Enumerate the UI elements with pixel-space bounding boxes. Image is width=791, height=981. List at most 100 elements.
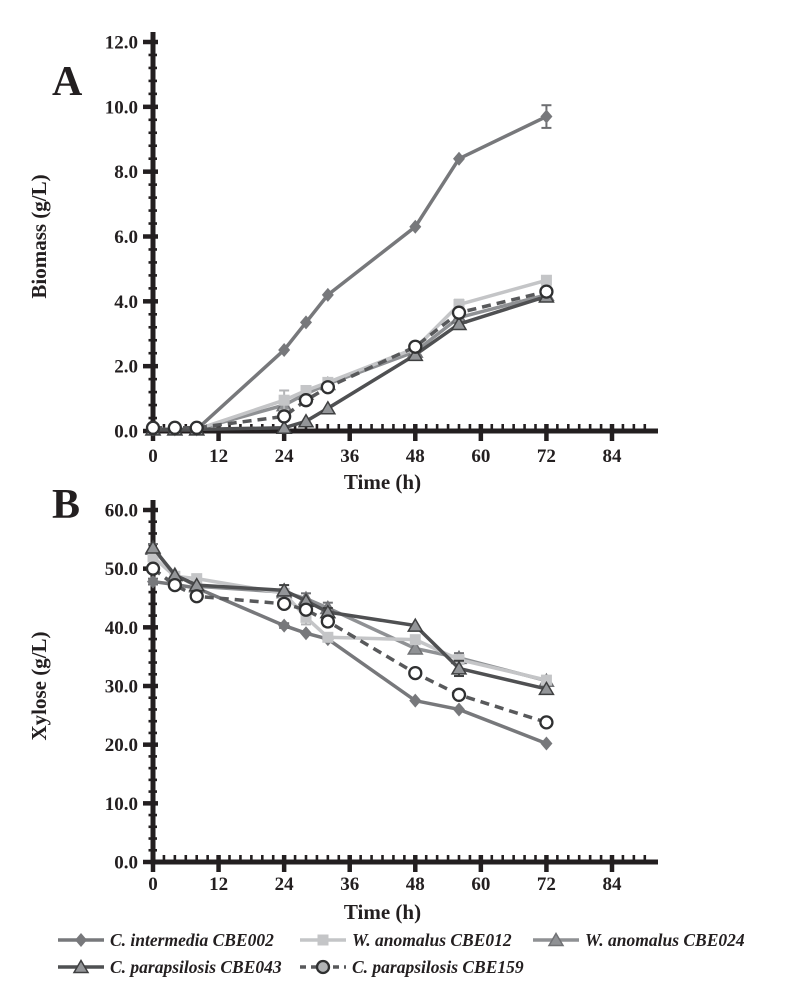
x-tick-label: 72 — [537, 874, 556, 895]
data-point-circle-marker — [189, 589, 204, 604]
legend-item: C. intermedia CBE002 — [58, 930, 274, 950]
x-tick-label: 72 — [537, 446, 556, 467]
panel-b-label: B — [52, 482, 80, 528]
data-point-triangle-marker — [450, 316, 468, 331]
x-tick-label: 36 — [340, 874, 359, 895]
data-point-triangle-marker — [275, 582, 293, 597]
y-tick-label: 2.0 — [114, 357, 138, 378]
x-tick-label: 60 — [471, 446, 490, 467]
data-point-diamond-marker — [453, 151, 465, 166]
y-tick-label: 8.0 — [114, 162, 138, 183]
series-A-2 — [144, 286, 555, 436]
data-point-triangle-marker — [144, 539, 162, 554]
data-point-square-marker — [540, 674, 552, 686]
data-point-diamond-marker — [540, 736, 553, 751]
data-point-circle-marker — [320, 614, 336, 629]
data-point-triangle-marker — [297, 413, 315, 428]
legend-label: W. anomalus CBE024 — [585, 930, 745, 950]
data-point-triangle-marker — [406, 346, 424, 362]
panel-b-x-axis-title: Time (h) — [344, 900, 421, 924]
legend-square-marker — [317, 934, 329, 946]
x-tick-label: 60 — [471, 874, 490, 895]
data-point-triangle-marker — [275, 419, 293, 435]
x-tick-label: 24 — [275, 446, 295, 467]
x-tick-label: 12 — [209, 446, 228, 467]
data-point-triangle-marker — [406, 617, 424, 632]
legend-diamond-marker — [75, 933, 87, 947]
data-point-circle-marker — [298, 393, 314, 408]
series-line — [153, 289, 547, 430]
series-line — [153, 278, 547, 432]
legend-label: C. intermedia CBE002 — [110, 930, 274, 950]
x-tick-label: 12 — [209, 874, 228, 895]
data-point-square-marker — [147, 551, 159, 563]
y-tick-label: 50.0 — [105, 559, 138, 580]
series-A-4 — [145, 284, 554, 435]
data-point-circle-marker — [167, 420, 183, 435]
data-point-circle-marker — [320, 380, 336, 395]
series-A-1 — [147, 274, 552, 435]
panel-b-y-axis-title: Xylose (g/L) — [27, 631, 51, 740]
data-point-diamond-marker — [147, 574, 159, 589]
data-point-circle-marker — [276, 596, 292, 612]
data-point-square-marker — [278, 394, 290, 406]
data-point-diamond-marker — [453, 702, 465, 717]
legend-label: W. anomalus CBE012 — [352, 930, 512, 950]
data-point-square-marker — [300, 384, 312, 396]
data-point-circle-marker — [408, 665, 423, 681]
x-tick-label: 84 — [603, 446, 623, 467]
data-point-circle-marker — [276, 409, 292, 424]
data-point-square-marker — [453, 299, 465, 311]
y-tick-label: 6.0 — [114, 227, 138, 248]
data-point-circle-marker — [145, 561, 161, 576]
legend-circle-marker — [315, 959, 331, 975]
panel-A-axes: 0.0 2.0 4.0 6.0 8.0 10.0 12.0 0 12 24 36 48 60 72 84 — [105, 32, 658, 467]
legend-label: C. parapsilosis CBE043 — [110, 957, 282, 977]
data-point-circle-marker — [451, 687, 467, 702]
y-tick-label: 20.0 — [105, 735, 138, 756]
data-point-circle-marker — [298, 602, 314, 617]
data-point-diamond-marker — [278, 618, 291, 633]
data-point-circle-marker — [451, 305, 467, 320]
series-B-4 — [145, 561, 554, 730]
panel-a-label: A — [52, 59, 83, 105]
panel-a-y-axis-title: Biomass (g/L) — [27, 174, 51, 298]
y-tick-label: 60.0 — [105, 501, 138, 522]
legend-triangle-marker — [547, 932, 565, 947]
data-point-triangle-marker — [319, 400, 337, 415]
data-point-triangle-marker — [450, 660, 468, 675]
y-tick-label: 12.0 — [105, 33, 138, 54]
panel-B-axes: 0.0 10.0 20.0 30.0 40.0 50.0 60.0 0 12 24 36 48 60 72… — [105, 500, 658, 895]
y-tick-label: 0.0 — [114, 853, 138, 874]
data-point-circle-marker — [189, 420, 204, 435]
legend-item: W. anomalus CBE024 — [533, 930, 745, 950]
data-point-diamond-marker — [409, 693, 422, 708]
data-point-square-marker — [322, 631, 334, 643]
data-point-diamond-marker — [321, 287, 334, 302]
data-point-triangle-marker — [538, 680, 555, 696]
x-tick-label: 84 — [603, 874, 623, 895]
legend-item: W. anomalus CBE012 — [300, 930, 512, 950]
data-point-triangle-marker — [406, 640, 424, 655]
legend-label: C. parapsilosis CBE159 — [352, 957, 524, 977]
x-tick-label: 48 — [406, 446, 425, 467]
data-point-diamond-marker — [300, 626, 312, 641]
x-tick-label: 24 — [275, 874, 295, 895]
legend-triangle-marker — [72, 959, 90, 974]
y-tick-label: 30.0 — [105, 677, 138, 698]
y-tick-label: 10.0 — [105, 794, 138, 815]
data-point-diamond-marker — [300, 315, 312, 330]
series-line — [151, 567, 547, 725]
data-point-square-marker — [409, 634, 421, 646]
data-point-circle-marker — [408, 339, 423, 354]
y-tick-label: 10.0 — [105, 97, 138, 118]
series-line — [152, 579, 548, 746]
data-point-diamond-marker — [278, 342, 291, 357]
data-point-circle-marker — [145, 420, 161, 435]
legend-item: C. parapsilosis CBE159 — [300, 957, 524, 977]
data-point-square-marker — [540, 274, 552, 286]
series-line — [153, 294, 547, 432]
y-tick-label: 0.0 — [114, 422, 138, 443]
